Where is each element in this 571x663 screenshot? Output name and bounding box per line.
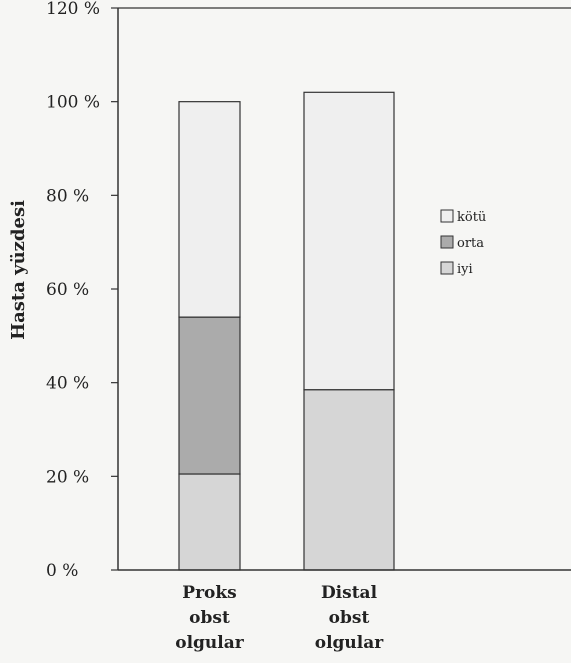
category-label: Proks [182,583,236,603]
legend: kötü orta iyi [440,209,486,277]
legend-label-orta: orta [457,236,484,251]
y-tick-label: 0 % [46,561,78,581]
category-label: olgular [315,633,385,653]
y-axis-ticks: 0 % 20 % 40 % 60 % 80 % 100 % 120 % [46,0,118,581]
bar-segment-iyi [303,389,395,571]
bars [178,91,395,571]
bar-segment-orta [178,316,241,475]
bar-segment-kötü [303,91,395,391]
y-tick-label: 20 % [46,467,89,487]
bar-segment-kötü [178,101,241,318]
plot-frame [117,7,571,571]
category-label: obst [189,608,230,628]
legend-swatch-orta [440,235,454,249]
legend-label-iyi: iyi [457,262,473,277]
y-tick-label: 100 % [46,93,100,113]
y-tick-label: 60 % [46,280,89,300]
category-label: olgular [175,633,245,653]
category-labels: Proks obst olgular Distal obst olgular [175,583,384,653]
legend-label-kötü: kötü [457,210,486,225]
legend-swatch-kötü [440,209,454,223]
category-label: Distal [321,583,378,603]
category-label: obst [329,608,370,628]
y-tick-label: 80 % [46,186,89,206]
legend-swatch-iyi [440,261,454,275]
y-axis-title: Hasta yüzdesi [8,200,29,340]
y-tick-label: 40 % [46,374,89,394]
bar-segment-iyi [178,473,241,571]
y-tick-label: 120 % [46,0,100,19]
